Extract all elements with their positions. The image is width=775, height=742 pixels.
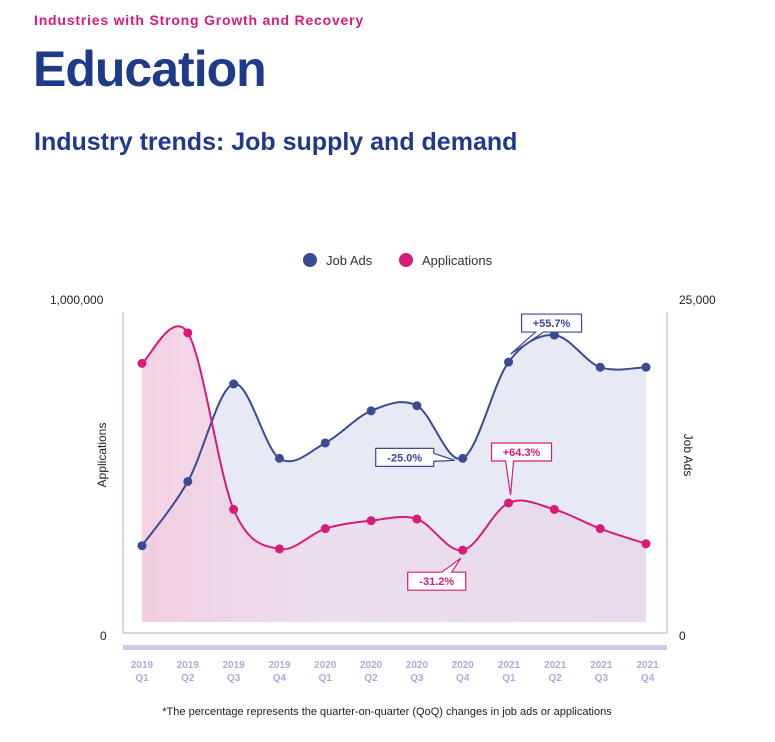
point-applications-6	[412, 514, 422, 524]
page-title: Education	[33, 41, 267, 97]
x-tick-year-10: 2021	[590, 660, 613, 671]
area-applications	[142, 326, 646, 622]
point-applications-2	[229, 504, 239, 514]
chart-subtitle: Industry trends: Job supply and demand	[34, 128, 518, 156]
point-job-ads-4	[320, 438, 330, 448]
point-job-ads-3	[274, 453, 284, 463]
point-job-ads-6	[412, 401, 422, 411]
footnote: *The percentage represents the quarter-o…	[162, 706, 612, 718]
point-applications-3	[274, 544, 284, 554]
x-tick-year-5: 2020	[360, 660, 383, 671]
x-tick-quarter-3: Q4	[273, 673, 287, 684]
point-job-ads-0	[137, 541, 147, 551]
x-tick-year-3: 2019	[268, 660, 291, 671]
callout-label-0: +55.7%	[533, 318, 571, 330]
callout-layer: +55.7% -25.0% +64.3% -31.2%	[375, 313, 583, 591]
x-tick-year-2: 2019	[223, 660, 246, 671]
right-axis-title: Job Ads	[681, 434, 695, 477]
x-tick-quarter-4: Q1	[319, 673, 333, 684]
point-applications-7	[458, 545, 468, 555]
x-tick-year-4: 2020	[314, 660, 337, 671]
x-tick-quarter-1: Q2	[181, 673, 195, 684]
point-job-ads-8	[504, 357, 514, 367]
timeline-ruler	[123, 645, 667, 650]
left-axis-max: 1,000,000	[50, 293, 104, 307]
x-tick-year-9: 2021	[544, 660, 567, 671]
point-job-ads-10	[595, 362, 605, 372]
callout-box-0	[510, 313, 583, 355]
left-axis-min: 0	[100, 629, 107, 643]
point-applications-9	[549, 504, 559, 514]
callout-box-2	[490, 442, 553, 496]
x-tick-quarter-11: Q4	[641, 673, 655, 684]
callout-label-2: +64.3%	[503, 447, 541, 459]
point-applications-5	[366, 516, 376, 526]
point-job-ads-2	[229, 379, 239, 389]
point-applications-8	[504, 498, 514, 508]
callout-box-1	[375, 447, 455, 467]
x-tick-quarter-6: Q3	[410, 673, 424, 684]
legend: Job Ads Applications	[303, 253, 493, 268]
x-tick-year-11: 2021	[636, 660, 659, 671]
right-axis-min: 0	[679, 629, 686, 643]
legend-label-applications: Applications	[422, 253, 493, 268]
x-tick-year-0: 2019	[131, 660, 154, 671]
x-tick-quarter-7: Q4	[456, 673, 470, 684]
x-tick-quarter-10: Q3	[595, 673, 609, 684]
point-applications-11	[641, 539, 651, 549]
x-tick-year-1: 2019	[177, 660, 200, 671]
legend-marker-applications	[399, 253, 413, 267]
section-kicker: Industries with Strong Growth and Recove…	[34, 12, 364, 28]
right-axis-max: 25,000	[679, 293, 716, 307]
point-applications-0	[137, 358, 147, 368]
x-tick-year-7: 2020	[452, 660, 475, 671]
x-tick-quarter-5: Q2	[364, 673, 378, 684]
x-tick-quarter-8: Q1	[502, 673, 516, 684]
area-layer	[142, 326, 646, 622]
x-tick-quarter-9: Q2	[548, 673, 562, 684]
point-job-ads-7	[458, 453, 468, 463]
point-applications-1	[183, 328, 193, 338]
x-tick-year-8: 2021	[498, 660, 521, 671]
point-job-ads-11	[641, 362, 651, 372]
point-job-ads-9	[549, 330, 559, 340]
point-applications-4	[320, 524, 330, 534]
callout-label-3: -31.2%	[419, 576, 454, 588]
left-axis-title: Applications	[95, 423, 109, 488]
point-job-ads-5	[366, 406, 376, 416]
point-applications-10	[595, 524, 605, 534]
point-layer	[137, 328, 651, 555]
x-tick-layer: 2019 Q1 2019 Q2 2019 Q3 2019 Q4 2020 Q1 2020 Q2 2020…	[131, 660, 659, 684]
callout-box-3	[407, 557, 467, 591]
legend-marker-job-ads	[303, 253, 317, 267]
x-tick-year-6: 2020	[406, 660, 429, 671]
legend-label-job-ads: Job Ads	[326, 253, 373, 268]
x-tick-quarter-2: Q3	[227, 673, 241, 684]
x-tick-quarter-0: Q1	[135, 673, 149, 684]
point-job-ads-1	[183, 476, 193, 486]
callout-label-1: -25.0%	[387, 452, 422, 464]
